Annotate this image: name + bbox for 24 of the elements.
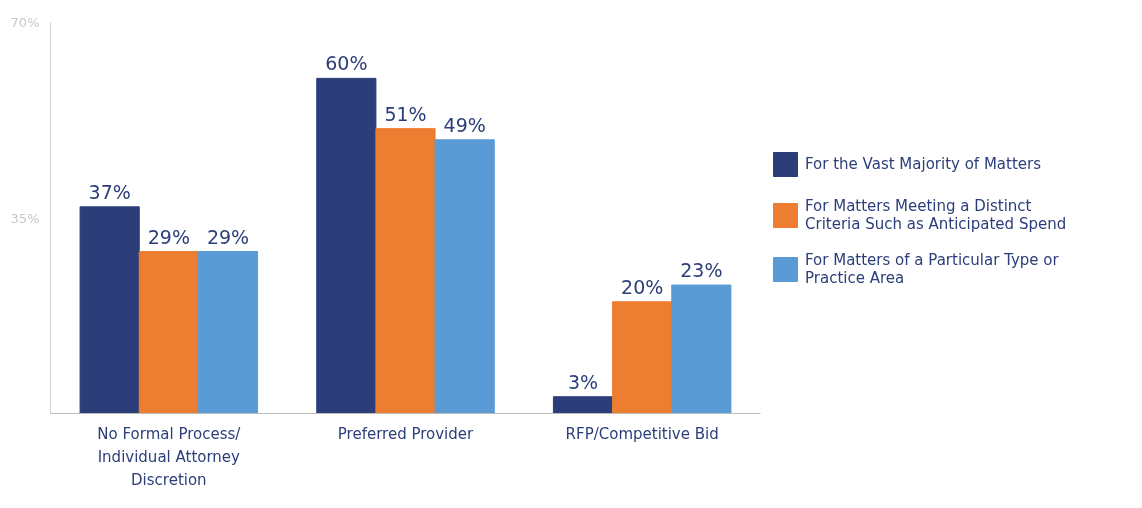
- legend-label: For Matters of a Particular Type or Practice Area: [805, 250, 1059, 287]
- data-label: 23%: [680, 259, 723, 282]
- x-tick-label: RFP/Competitive Bid: [565, 424, 719, 443]
- bar: [552, 396, 614, 414]
- bar: [316, 77, 377, 414]
- bar: [79, 206, 140, 414]
- bar: [197, 251, 259, 414]
- x-tick-label: Preferred Provider: [337, 424, 475, 443]
- data-label: 51%: [384, 102, 427, 125]
- x-tick-label: No Formal Process/ Individual Attorney Discretion: [97, 424, 242, 490]
- bar: [375, 128, 436, 414]
- data-label: 29%: [147, 225, 190, 248]
- data-label: 29%: [206, 225, 250, 248]
- data-label: 20%: [621, 275, 664, 298]
- legend-label: For the Vast Majority of Matters: [805, 154, 1042, 173]
- data-label: 3%: [567, 370, 599, 393]
- data-label: 60%: [325, 52, 368, 75]
- bar: [138, 251, 199, 414]
- data-label: 49%: [443, 113, 486, 136]
- legend-label: For Matters Meeting a Distinct Criteria Such as Anticipated Spend: [805, 196, 1067, 233]
- data-label: 37%: [88, 180, 131, 203]
- bar: [671, 284, 732, 414]
- bar: [434, 139, 495, 414]
- bar: [612, 301, 673, 414]
